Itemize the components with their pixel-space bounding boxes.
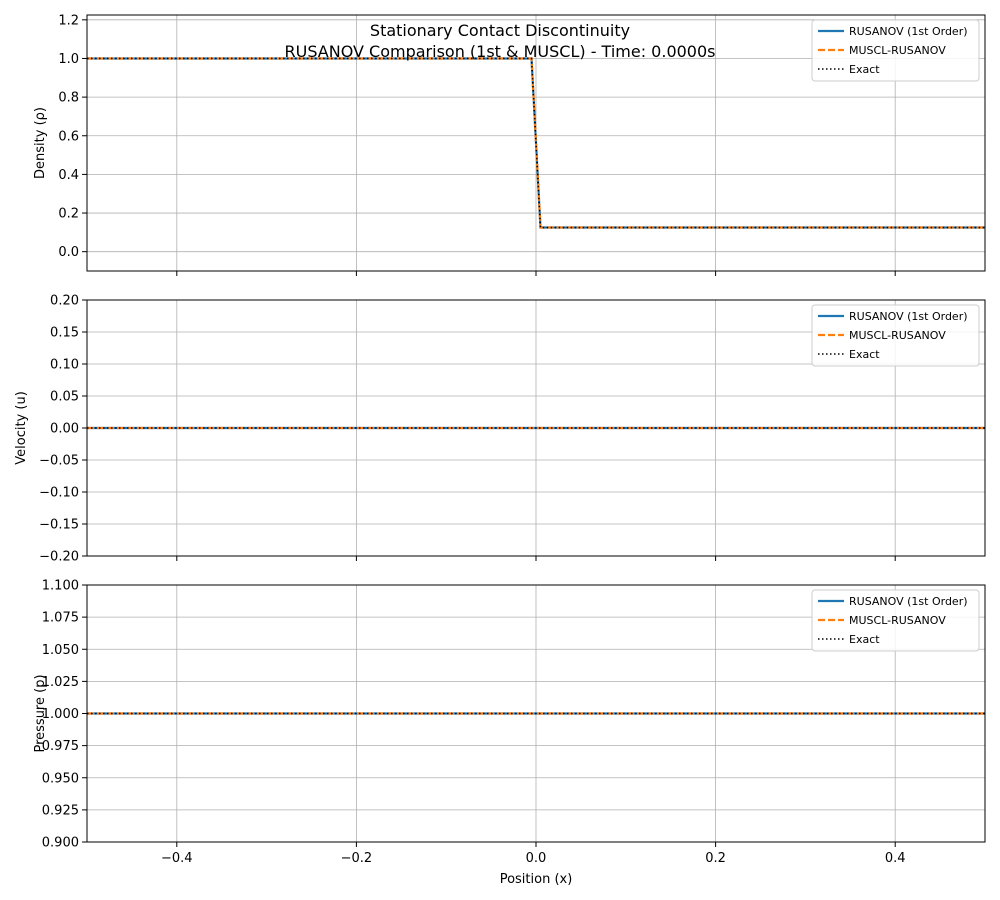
series-line-3 — [87, 57, 985, 229]
y-tick-label: 0.00 — [50, 422, 79, 437]
y-tick-label: −0.15 — [39, 518, 79, 533]
y-tick-label: 0.975 — [42, 739, 79, 754]
chart-title: Stationary Contact Discontinuity — [370, 21, 630, 40]
y-axis-label: Density (ρ) — [33, 107, 48, 179]
x-tick-label: 0.4 — [885, 851, 906, 866]
y-tick-label: 1.000 — [42, 707, 79, 722]
y-tick-label: 0.15 — [50, 326, 79, 341]
x-tick-label: 0.0 — [526, 851, 547, 866]
legend-entry: MUSCL-RUSANOV — [849, 329, 946, 342]
panel-2: −0.20 −0.15 −0.10 −0.05 0.00 0.05 0.10 0.15 0.20… — [14, 294, 986, 565]
legend-entry: Exact — [849, 633, 880, 646]
x-tick-label: 0.2 — [705, 851, 726, 866]
y-tick-label: 1.0 — [58, 52, 79, 67]
y-tick-label: 1.025 — [42, 675, 79, 690]
legend-box — [811, 589, 980, 652]
x-tick-label: −0.2 — [341, 851, 373, 866]
y-tick-label: 0.20 — [50, 294, 79, 309]
legend-entry: Exact — [849, 63, 880, 76]
y-axis-label: Velocity (u) — [14, 391, 29, 465]
panel-3: −0.4 −0.2 0.0 0.2 0.4 0.900 0.925 0.950 0.975 1.0… — [33, 579, 986, 866]
legend-entry: RUSANOV (1st Order) — [849, 310, 968, 323]
y-tick-label: 0.6 — [58, 129, 79, 144]
legend-entry: MUSCL-RUSANOV — [849, 614, 946, 627]
y-tick-label: 0.2 — [58, 207, 79, 222]
y-tick-label: 1.100 — [42, 579, 79, 594]
y-tick-label: −0.20 — [39, 550, 79, 565]
x-axis-label: Position (x) — [500, 872, 573, 887]
legend: RUSANOV (1st Order) MUSCL-RUSANOV Exact — [811, 589, 980, 652]
legend: RUSANOV (1st Order) MUSCL-RUSANOV Exact — [811, 304, 980, 367]
y-tick-label: 0.05 — [50, 390, 79, 405]
title-layer: Stationary Contact Discontinuity RUSANOV… — [285, 21, 716, 61]
panels-layer: 0.0 0.2 0.4 0.6 0.8 1.0 1.2 Density (ρ) RUSANOV … — [14, 13, 986, 866]
legend-entry: MUSCL-RUSANOV — [849, 44, 946, 57]
y-tick-label: 0.900 — [42, 836, 79, 851]
y-tick-label: 1.075 — [42, 611, 79, 626]
legend-box — [811, 304, 980, 367]
y-tick-label: 0.925 — [42, 803, 79, 818]
y-tick-label: 0.8 — [58, 91, 79, 106]
y-tick-label: 1.050 — [42, 643, 79, 658]
series-group — [87, 57, 985, 229]
y-tick-label: −0.05 — [39, 454, 79, 469]
y-tick-label: 0.10 — [50, 358, 79, 373]
legend-entry: Exact — [849, 348, 880, 361]
panel-1: 0.0 0.2 0.4 0.6 0.8 1.0 1.2 Density (ρ) RUSANOV … — [33, 13, 986, 276]
legend: RUSANOV (1st Order) MUSCL-RUSANOV Exact — [811, 19, 980, 82]
x-tick-label: −0.4 — [161, 851, 193, 866]
legend-box — [811, 19, 980, 82]
y-tick-label: 1.2 — [58, 13, 79, 28]
y-tick-label: 0.950 — [42, 771, 79, 786]
y-tick-label: 0.4 — [58, 168, 79, 183]
y-tick-label: −0.10 — [39, 486, 79, 501]
legend-entry: RUSANOV (1st Order) — [849, 25, 968, 38]
chart-subtitle: RUSANOV Comparison (1st & MUSCL) - Time:… — [285, 42, 716, 61]
y-axis-label: Pressure (p) — [33, 674, 48, 752]
legend-entry: RUSANOV (1st Order) — [849, 595, 968, 608]
y-tick-label: 0.0 — [58, 245, 79, 260]
